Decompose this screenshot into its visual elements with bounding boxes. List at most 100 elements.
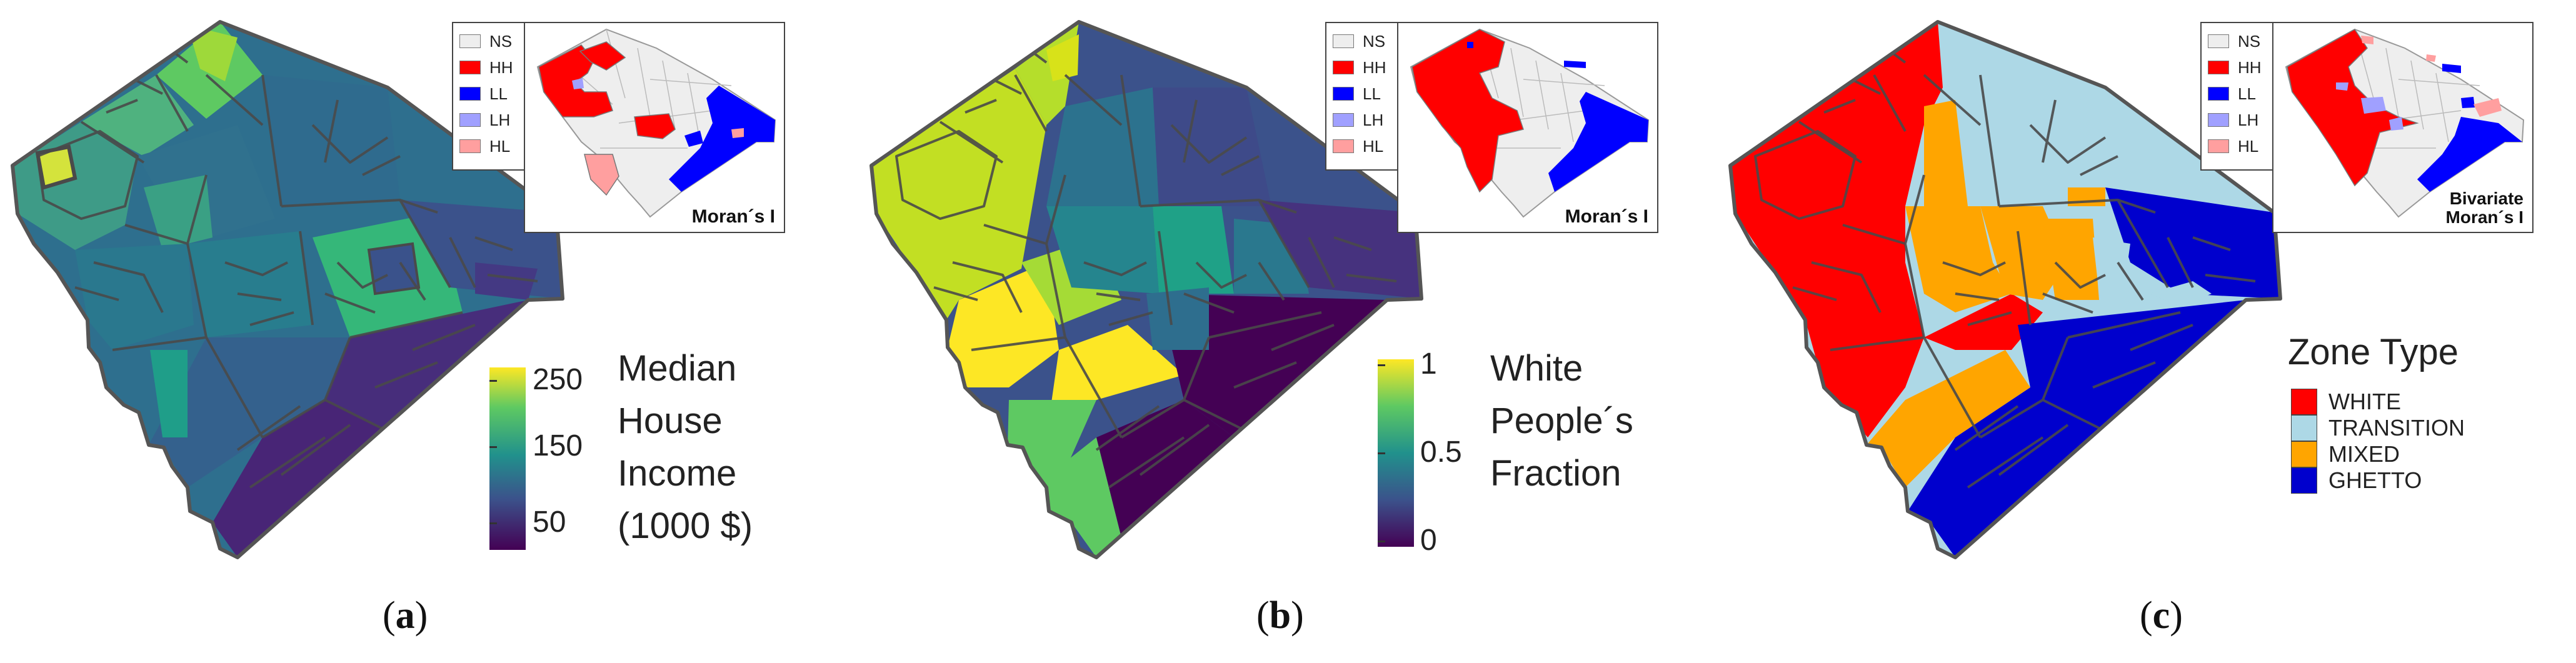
panel-b: NS HH LL LH HL Moran´s I 1 0.5 0 White P… [859, 0, 1718, 663]
inset-legend-row: HH [2208, 58, 2262, 77]
zone-label-white: WHITE [2328, 389, 2401, 414]
paren-open: ( [1256, 594, 1270, 637]
inset-legend-row: HL [459, 137, 510, 156]
legend-swatch-lh [2208, 113, 2229, 127]
inset-legend-row: HL [2208, 137, 2258, 156]
legend-label-lh: LH [1363, 110, 1384, 129]
legend-label-ns: NS [2238, 31, 2261, 51]
legend-swatch-hl [2208, 139, 2229, 153]
legend-label-hl: HL [1363, 136, 1384, 156]
zone-swatch-transition [2291, 415, 2317, 441]
white-fraction-map [870, 20, 1423, 559]
paren-close: ) [1291, 594, 1304, 637]
zone-label-mixed: MIXED [2328, 441, 2400, 467]
legend-swatch-hh [459, 61, 481, 74]
legend-label-ns: NS [1363, 31, 1386, 51]
panel-letter: a [395, 594, 415, 637]
colorbar-label-1: 1 [1420, 347, 1437, 381]
legend-swatch-hl [459, 139, 481, 153]
legend-swatch-lh [459, 113, 481, 127]
zone-legend-row-transition: TRANSITION [2291, 415, 2465, 441]
inset-legend-row: HH [1333, 58, 1386, 77]
colorbar-label-0-5: 0.5 [1420, 436, 1462, 469]
inset-legend-row: LH [2208, 111, 2258, 129]
legend-title-line: People´s [1490, 401, 1633, 441]
panel-c: NS HH LL LH HL Bivariate Moran´s I Zone [1718, 0, 2576, 663]
legend-label-ll: LL [489, 84, 508, 103]
inset-legend-row: LH [459, 111, 510, 129]
legend-title-line: Fraction [1490, 453, 1621, 494]
legend-title-line: (1000 $) [618, 506, 753, 546]
legend-swatch-hh [1333, 61, 1354, 74]
legend-swatch-lh [1333, 113, 1354, 127]
legend-title-income: Median House Income (1000 $) [618, 342, 753, 552]
inset-caption-line: Moran´s I [2445, 207, 2523, 227]
zone-swatch-white [2291, 389, 2317, 415]
zone-label-ghetto: GHETTO [2328, 467, 2422, 493]
panel-a: NS HH LL LH HL Moran´s I 250 150 50 Medi… [0, 0, 859, 663]
legend-swatch-hh [2208, 61, 2229, 74]
colorbar-tick [1378, 452, 1385, 454]
legend-label-hh: HH [489, 57, 513, 77]
inset-legend-row: LL [1333, 84, 1381, 103]
legend-label-ll: LL [2238, 84, 2256, 103]
zone-swatch-mixed [2291, 441, 2317, 467]
legend-swatch-ll [1333, 87, 1354, 101]
legend-title-zone-type: Zone Type [2288, 332, 2459, 372]
inset-legend-row: NS [459, 32, 512, 51]
legend-label-hh: HH [1363, 57, 1386, 77]
colorbar-tick [489, 446, 497, 448]
legend-label-hh: HH [2238, 57, 2262, 77]
colorbar-label-50: 50 [533, 506, 566, 539]
legend-label-hl: HL [489, 136, 511, 156]
paren-close: ) [2170, 594, 2183, 637]
legend-swatch-ns [459, 34, 481, 48]
inset-legend-row: NS [1333, 32, 1385, 51]
panel-letter: c [2152, 594, 2170, 637]
inset-legend-row: LH [1333, 111, 1383, 129]
legend-label-hl: HL [2238, 136, 2259, 156]
paren-open: ( [383, 594, 396, 637]
zone-type-map [1728, 20, 2282, 559]
panel-label-c: (c) [2140, 594, 2183, 638]
legend-swatch-ll [2208, 87, 2229, 101]
moran-cluster-map [536, 28, 776, 218]
legend-label-ll: LL [1363, 84, 1381, 103]
inset-legend-b: NS HH LL LH HL [1325, 22, 1400, 171]
inset-legend-row: LL [2208, 84, 2256, 103]
colorbar-tick [1378, 364, 1385, 366]
moran-cluster-map [1410, 28, 1650, 218]
legend-swatch-hl [1333, 139, 1354, 153]
legend-label-lh: LH [2238, 110, 2259, 129]
colorbar-label-250: 250 [533, 363, 583, 396]
inset-caption-line: Bivariate [2449, 189, 2523, 208]
panel-letter: b [1269, 594, 1291, 637]
inset-moran-map-a: Moran´s I [524, 22, 785, 233]
legend-swatch-ns [2208, 34, 2229, 48]
paren-close: ) [414, 594, 428, 637]
paren-open: ( [2140, 594, 2153, 637]
colorbar-label-0: 0 [1420, 524, 1437, 557]
zone-legend-row-mixed: MIXED [2291, 441, 2400, 467]
inset-caption-c: Bivariate Moran´s I [2446, 189, 2523, 227]
colorbar-tick [489, 522, 497, 524]
zone-swatch-ghetto [2291, 467, 2317, 494]
legend-title-white-fraction: White People´s Fraction [1490, 342, 1633, 500]
moran-cluster-map [2285, 28, 2525, 218]
zone-legend-row-white: WHITE [2291, 389, 2401, 415]
inset-legend-a: NS HH LL LH HL [452, 22, 527, 171]
inset-legend-row: NS [2208, 32, 2260, 51]
legend-swatch-ns [1333, 34, 1354, 48]
inset-legend-row: LL [459, 84, 508, 103]
panel-label-a: (a) [383, 594, 428, 638]
inset-moran-map-c: Bivariate Moran´s I [2272, 22, 2533, 233]
legend-title-line: Median [618, 348, 737, 389]
legend-title-line: Income [618, 453, 737, 494]
legend-title-line: House [618, 401, 723, 441]
inset-moran-map-b: Moran´s I [1397, 22, 1658, 233]
colorbar-tick [489, 380, 497, 382]
panel-label-b: (b) [1256, 594, 1304, 638]
legend-label-ns: NS [489, 31, 513, 51]
zone-label-transition: TRANSITION [2328, 415, 2465, 441]
inset-caption-a: Moran´s I [691, 206, 775, 227]
